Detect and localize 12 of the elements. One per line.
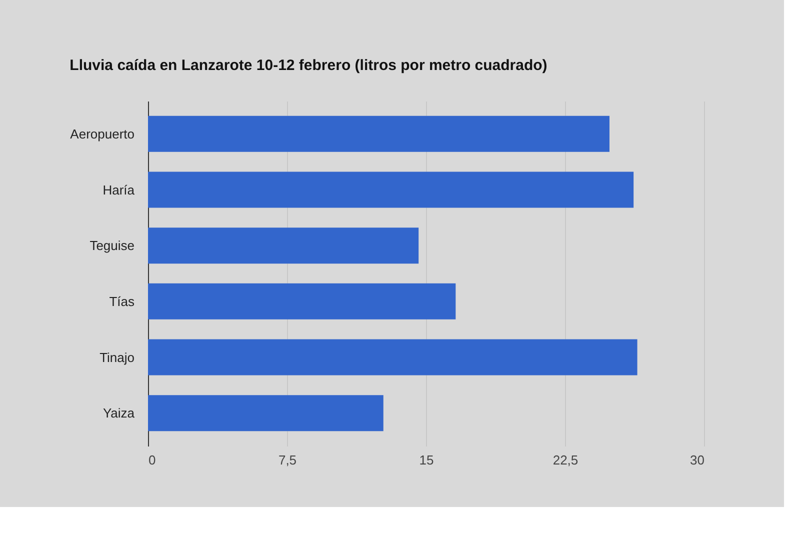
y-tick-label: Tinajo xyxy=(100,350,134,365)
y-tick-label: Teguise xyxy=(90,238,134,254)
x-tick-label: 7,5 xyxy=(278,452,297,468)
x-tick-label: 15 xyxy=(419,452,434,468)
x-tick-label: 0 xyxy=(148,452,156,468)
y-tick-label: Aeropuerto xyxy=(70,126,134,142)
y-tick-label: Tías xyxy=(109,294,135,309)
y-tick-label: Haría xyxy=(102,182,136,198)
chart-title: Lluvia caída en Lanzarote 10-12 febrero (litros por metro cuadrado) xyxy=(70,57,548,74)
y-tick-label: Yaiza xyxy=(102,406,136,421)
x-tick-label: 30 xyxy=(690,452,704,468)
x-tick-label: 22,5 xyxy=(552,452,578,468)
